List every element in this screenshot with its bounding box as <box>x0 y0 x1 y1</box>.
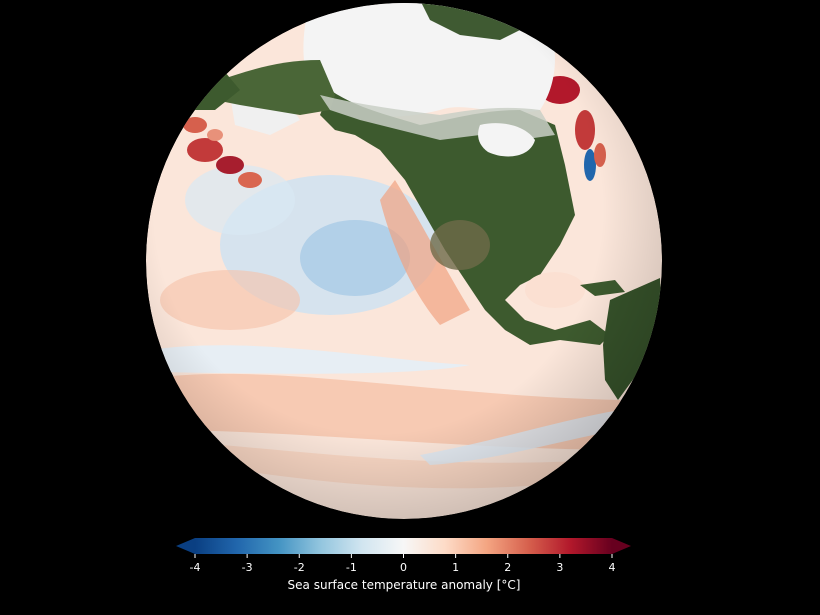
colorbar-tick-label: -4 <box>189 561 201 574</box>
colorbar-tick-label: -3 <box>241 561 253 574</box>
colorbar-tick-label: 3 <box>556 561 564 574</box>
colorbar-extend-max <box>612 538 631 554</box>
globe <box>146 3 662 519</box>
colorbar-tick-marks <box>194 554 613 558</box>
colorbar-label: Sea surface temperature anomaly [°C] <box>287 578 521 592</box>
colorbar-tick-label: -1 <box>345 561 357 574</box>
colorbar-tick-label: -2 <box>293 561 305 574</box>
colorbar-extend-min <box>176 538 195 554</box>
colorbar-tick-label: 4 <box>608 561 616 574</box>
colorbar-gradient <box>195 538 612 554</box>
colorbar-tick-label: 2 <box>504 561 512 574</box>
colorbar-tick-label: 1 <box>452 561 460 574</box>
colorbar <box>176 538 631 558</box>
colorbar-tick-label: 0 <box>400 561 407 574</box>
